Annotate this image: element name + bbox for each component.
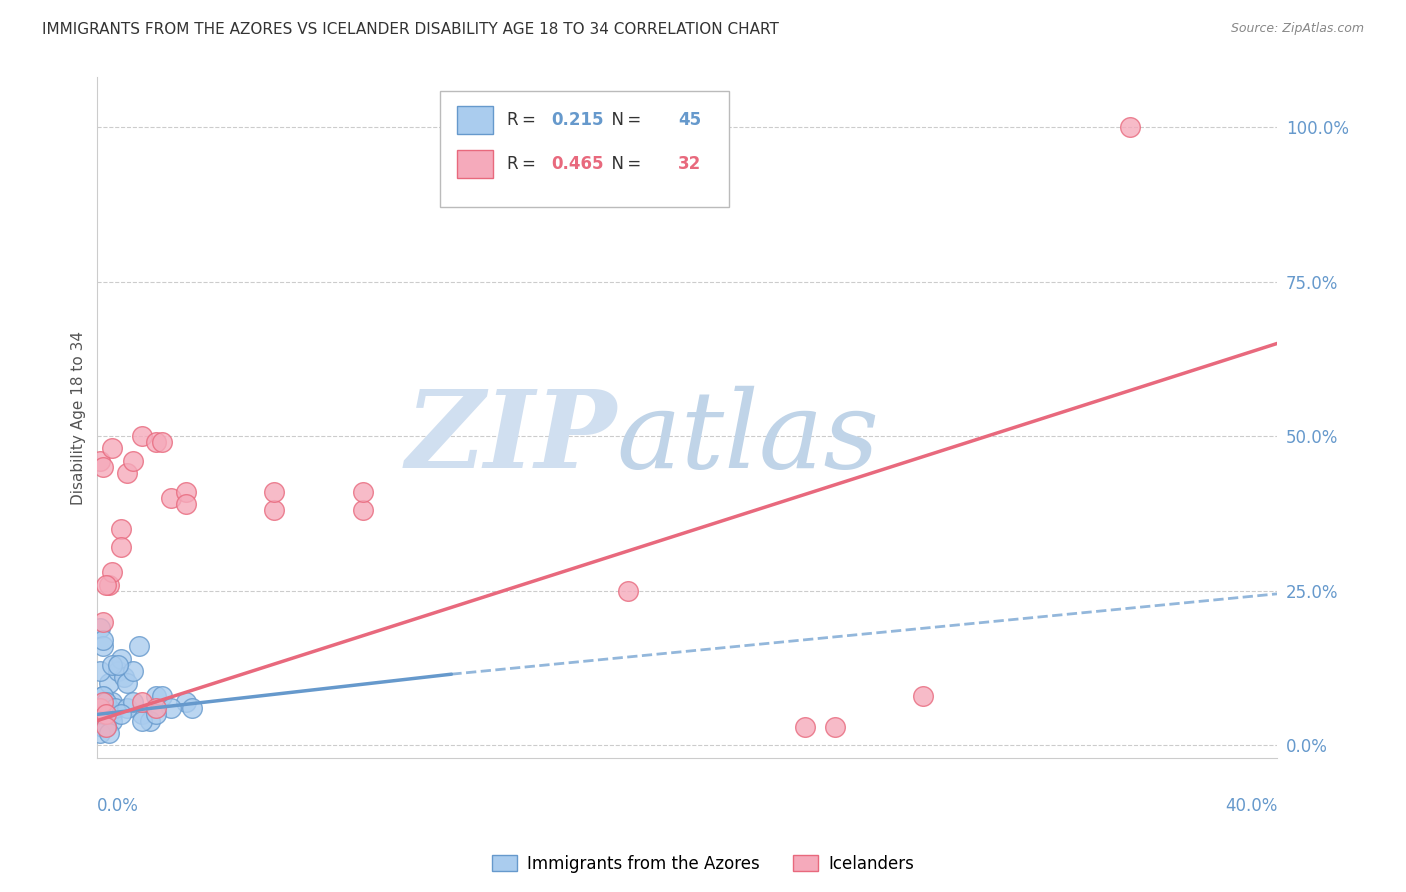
Point <box>107 657 129 672</box>
Point <box>617 583 640 598</box>
Point <box>180 701 202 715</box>
Point <box>112 670 135 684</box>
Point <box>101 565 124 579</box>
Point <box>89 714 111 728</box>
Text: 40.0%: 40.0% <box>1225 797 1278 814</box>
Text: IMMIGRANTS FROM THE AZORES VS ICELANDER DISABILITY AGE 18 TO 34 CORRELATION CHAR: IMMIGRANTS FROM THE AZORES VS ICELANDER … <box>42 22 779 37</box>
Y-axis label: Disability Age 18 to 34: Disability Age 18 to 34 <box>72 331 86 505</box>
Text: R =: R = <box>506 155 538 173</box>
Text: 0.465: 0.465 <box>551 155 605 173</box>
Point <box>145 707 167 722</box>
Text: N =: N = <box>602 111 645 128</box>
Point <box>160 491 183 505</box>
Point <box>91 707 114 722</box>
Point <box>96 720 118 734</box>
Point <box>174 484 197 499</box>
Point <box>89 664 111 678</box>
Point <box>352 503 374 517</box>
Point <box>96 720 118 734</box>
Point <box>96 577 118 591</box>
Point <box>98 701 121 715</box>
Point <box>91 689 114 703</box>
Point <box>91 695 114 709</box>
Point <box>91 633 114 648</box>
Text: 32: 32 <box>678 155 702 173</box>
Text: 0.215: 0.215 <box>551 111 605 128</box>
Point <box>89 701 111 715</box>
Text: 45: 45 <box>678 111 702 128</box>
Point <box>110 651 132 665</box>
Legend: Immigrants from the Azores, Icelanders: Immigrants from the Azores, Icelanders <box>485 848 921 880</box>
Text: Source: ZipAtlas.com: Source: ZipAtlas.com <box>1230 22 1364 36</box>
Point <box>110 707 132 722</box>
Point <box>121 695 143 709</box>
Point <box>128 640 150 654</box>
Point <box>150 689 173 703</box>
Point <box>174 695 197 709</box>
Point <box>91 720 114 734</box>
Point <box>115 467 138 481</box>
Point <box>104 701 127 715</box>
Point <box>115 676 138 690</box>
Point <box>121 664 143 678</box>
Point <box>96 695 118 709</box>
Point <box>352 484 374 499</box>
Point <box>145 435 167 450</box>
Point <box>174 497 197 511</box>
Point <box>263 503 285 517</box>
Point <box>91 615 114 629</box>
Point <box>263 484 285 499</box>
Point <box>139 714 162 728</box>
Point <box>91 460 114 475</box>
Point <box>101 695 124 709</box>
Point <box>145 701 167 715</box>
Point <box>1119 120 1142 134</box>
Point <box>107 664 129 678</box>
FancyBboxPatch shape <box>457 150 492 178</box>
Point <box>89 726 111 740</box>
Point <box>912 689 935 703</box>
Point <box>131 707 153 722</box>
Point <box>160 701 183 715</box>
Point <box>110 522 132 536</box>
Point <box>131 695 153 709</box>
Point <box>89 621 111 635</box>
FancyBboxPatch shape <box>440 91 728 207</box>
Point <box>115 701 138 715</box>
Point <box>98 707 121 722</box>
Point <box>121 454 143 468</box>
Text: ZIP: ZIP <box>405 385 617 491</box>
Point <box>96 701 118 715</box>
Point <box>824 720 846 734</box>
Point <box>101 657 124 672</box>
Point <box>96 714 118 728</box>
Point <box>96 707 118 722</box>
Point <box>98 577 121 591</box>
Point <box>794 720 817 734</box>
Point <box>110 541 132 555</box>
Point <box>145 689 167 703</box>
Point <box>98 676 121 690</box>
Point <box>89 707 111 722</box>
Point <box>101 707 124 722</box>
Point <box>131 429 153 443</box>
Point <box>89 454 111 468</box>
Point <box>91 689 114 703</box>
Point <box>101 714 124 728</box>
Text: R =: R = <box>506 111 538 128</box>
Text: 0.0%: 0.0% <box>97 797 139 814</box>
Point <box>131 714 153 728</box>
Point <box>98 726 121 740</box>
Text: N =: N = <box>602 155 645 173</box>
Point <box>91 720 114 734</box>
Point <box>96 714 118 728</box>
Point <box>91 640 114 654</box>
Point <box>150 435 173 450</box>
Point <box>101 442 124 456</box>
FancyBboxPatch shape <box>457 105 492 134</box>
Text: atlas: atlas <box>617 385 880 491</box>
